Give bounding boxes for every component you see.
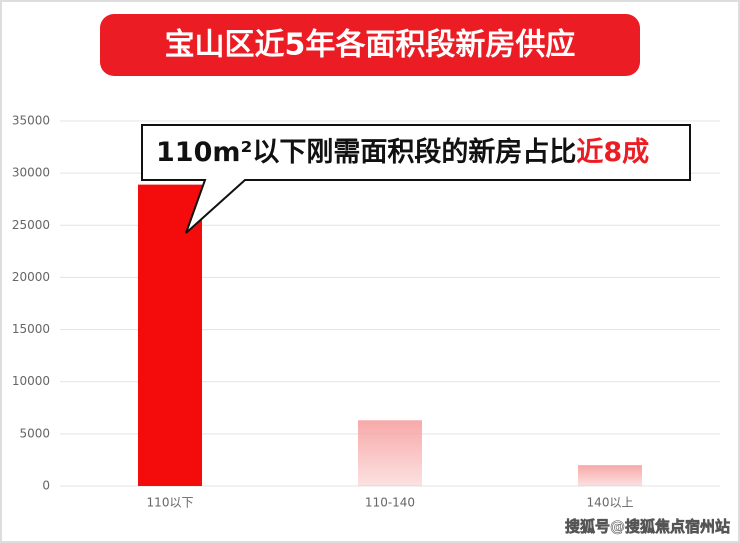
x-tick-label: 140以上 [587, 496, 634, 510]
annotation-text: 110m²以下刚需面积段的新房占比 [156, 136, 576, 168]
y-tick-label: 10000 [12, 374, 50, 388]
bars: 110以下 110-140 140以上 [138, 184, 642, 510]
y-tick-label: 0 [42, 479, 50, 493]
bar [138, 184, 202, 486]
chart-title: 宝山区近5年各面积段新房供应 [165, 28, 576, 63]
x-tick-label: 110以下 [147, 496, 194, 510]
y-tick-label: 15000 [12, 322, 50, 336]
bar [578, 465, 642, 486]
annotation: 110m²以下刚需面积段的新房占比近8成 [156, 136, 649, 168]
y-tick-label: 25000 [12, 218, 50, 232]
y-tick-label: 20000 [12, 270, 50, 284]
callout-box [141, 124, 691, 234]
annotation-highlight: 近8成 [576, 137, 649, 168]
x-tick-label: 110-140 [365, 496, 415, 510]
y-tick-label: 35000 [12, 114, 50, 128]
y-tick-label: 5000 [19, 426, 50, 440]
title-banner [100, 14, 640, 76]
bar [358, 420, 422, 486]
y-tick-label: 30000 [12, 166, 50, 180]
watermark: 搜狐号@搜狐焦点宿州站 [565, 518, 730, 536]
